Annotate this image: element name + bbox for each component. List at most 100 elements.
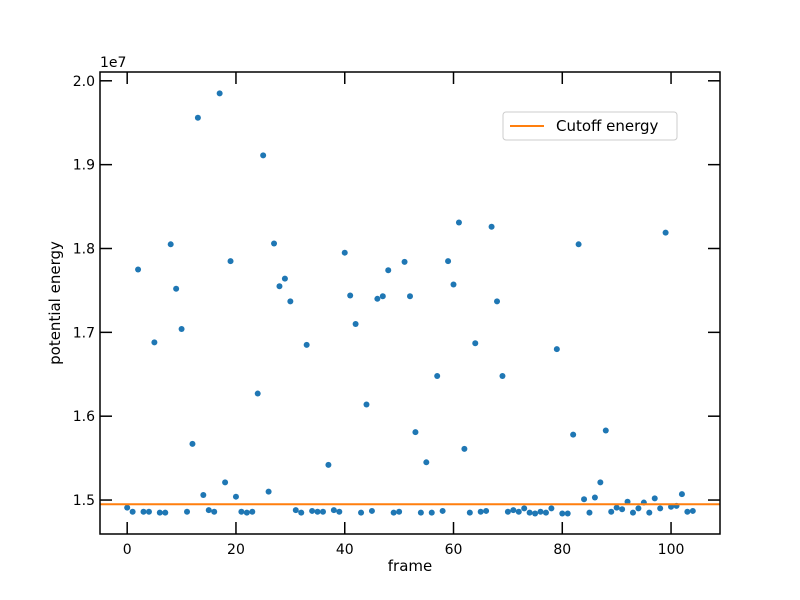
data-point: [472, 340, 479, 347]
data-point: [265, 488, 272, 495]
data-point: [532, 510, 539, 517]
data-point: [412, 429, 419, 436]
data-point: [526, 509, 533, 516]
data-point: [434, 372, 441, 379]
data-point: [537, 508, 544, 515]
y-offset-label: 1e7: [100, 55, 126, 71]
data-point: [271, 240, 278, 247]
data-point: [450, 281, 457, 288]
y-tick-label: 1.6: [73, 409, 95, 425]
data-point: [243, 509, 250, 516]
data-point: [238, 508, 245, 515]
data-point: [156, 509, 163, 516]
data-point: [232, 493, 239, 500]
data-point: [657, 505, 664, 512]
data-point: [461, 445, 468, 452]
data-points: [124, 90, 696, 517]
y-tick-label: 1.9: [73, 158, 95, 174]
data-point: [613, 504, 620, 511]
legend-label-cutoff: Cutoff energy: [556, 117, 659, 135]
data-point: [352, 320, 359, 327]
data-point: [542, 509, 549, 516]
data-point: [173, 285, 180, 292]
data-point: [325, 461, 332, 468]
data-point: [319, 508, 326, 515]
data-point: [548, 505, 555, 512]
x-tick-label: 80: [553, 542, 571, 558]
data-point: [124, 504, 131, 511]
data-point: [407, 293, 413, 300]
data-point: [504, 508, 511, 515]
data-point: [581, 496, 588, 503]
data-point: [684, 508, 691, 515]
data-point: [151, 339, 158, 346]
data-point: [330, 507, 337, 514]
data-point: [559, 510, 566, 517]
data-point: [368, 507, 375, 514]
data-point: [445, 258, 452, 265]
data-point: [314, 508, 321, 515]
y-tick-label: 2.0: [73, 74, 95, 90]
data-point: [260, 152, 267, 159]
data-point: [428, 509, 435, 516]
data-point: [591, 494, 598, 501]
data-point: [668, 503, 675, 510]
data-point: [586, 509, 593, 516]
data-point: [211, 508, 218, 515]
data-point: [189, 440, 196, 447]
data-point: [292, 507, 299, 514]
data-point: [423, 459, 430, 466]
data-point: [417, 509, 424, 516]
data-point: [287, 298, 294, 305]
data-point: [216, 90, 223, 97]
data-point: [129, 508, 136, 515]
legend: Cutoff energy: [502, 111, 678, 141]
data-point: [597, 479, 604, 486]
data-point: [347, 292, 354, 299]
data-point: [521, 505, 528, 512]
y-tick-label: 1.7: [73, 325, 95, 341]
data-point: [624, 498, 631, 505]
data-point: [145, 508, 152, 515]
data-point: [281, 275, 288, 282]
data-point: [379, 293, 386, 300]
data-point: [575, 241, 582, 248]
data-point: [254, 390, 261, 397]
data-point: [249, 508, 256, 515]
data-point: [178, 325, 185, 332]
y-tick-label: 1.5: [73, 493, 95, 509]
data-point: [298, 509, 305, 516]
data-point: [135, 266, 142, 273]
x-axis-ticks: 0 20 40 60 80 100: [123, 72, 684, 558]
y-axis-ticks: 1.5 1.6 1.7 1.8 1.9 2.0: [73, 74, 720, 509]
data-point: [439, 507, 446, 514]
data-point: [570, 431, 577, 438]
data-point: [499, 372, 506, 379]
plot-background: [100, 72, 720, 534]
data-point: [635, 505, 642, 512]
data-point: [629, 509, 636, 516]
data-point: [140, 508, 147, 515]
data-point: [200, 492, 207, 499]
data-point: [162, 509, 169, 516]
data-point: [689, 507, 696, 514]
data-point: [651, 495, 658, 502]
x-tick-label: 60: [445, 542, 463, 558]
data-point: [678, 491, 685, 498]
data-point: [341, 249, 348, 256]
x-axis-label: frame: [388, 557, 432, 575]
y-axis-label: potential energy: [46, 241, 64, 365]
data-point: [466, 509, 473, 516]
x-tick-label: 0: [123, 542, 132, 558]
data-point: [396, 508, 403, 515]
data-point: [477, 508, 484, 515]
data-point: [602, 427, 609, 434]
data-point: [184, 508, 191, 515]
data-point: [488, 223, 495, 230]
data-point: [510, 507, 517, 514]
data-point: [336, 508, 343, 515]
data-point: [662, 229, 669, 236]
data-point: [194, 114, 201, 121]
data-point: [401, 258, 408, 265]
